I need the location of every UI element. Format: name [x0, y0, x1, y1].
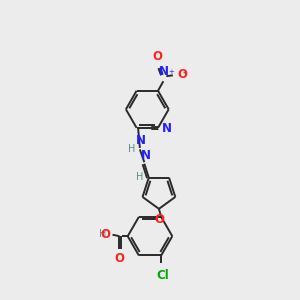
Text: N: N — [141, 148, 151, 162]
Text: N: N — [136, 134, 146, 147]
Text: Cl: Cl — [157, 269, 169, 282]
Text: +: + — [168, 69, 174, 75]
Text: N: N — [159, 65, 169, 78]
Text: O: O — [100, 228, 110, 241]
Text: H: H — [136, 172, 143, 182]
Text: H: H — [128, 143, 136, 154]
Text: -: - — [183, 67, 187, 77]
Text: O: O — [114, 252, 124, 265]
Text: H: H — [99, 229, 106, 239]
Text: N: N — [162, 122, 172, 135]
Text: O: O — [178, 68, 188, 81]
Text: O: O — [152, 50, 162, 63]
Text: O: O — [154, 213, 164, 226]
Text: =: = — [149, 122, 159, 135]
